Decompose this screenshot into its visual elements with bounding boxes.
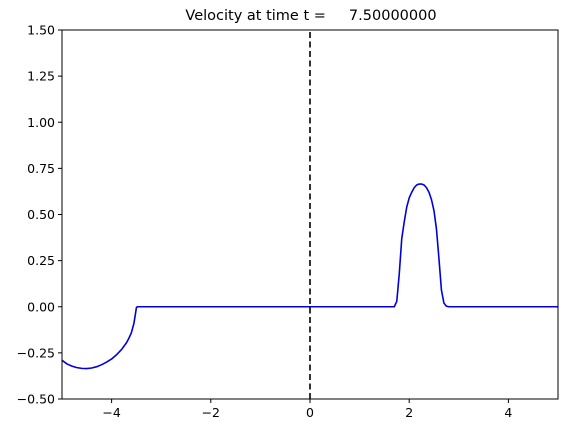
velocity-series-line [62, 183, 558, 370]
y-tick-label: 0.50 [27, 207, 55, 222]
plot-frame [61, 29, 559, 400]
chart-title: Velocity at time t = 7.50000000 [185, 8, 436, 24]
x-axis: −4 −2 0 2 4 [102, 399, 512, 420]
y-tick-label: −0.25 [17, 345, 55, 360]
x-tick-label: 4 [504, 405, 512, 420]
y-tick-label: 0.75 [27, 161, 55, 176]
x-tick-label: 0 [306, 405, 314, 420]
x-tick-label: 2 [405, 405, 413, 420]
y-tick-label: 0.00 [27, 299, 55, 314]
x-tick-label: −4 [102, 405, 120, 420]
y-tick-label: 1.50 [27, 23, 55, 38]
y-tick-label: 1.25 [27, 69, 55, 84]
y-axis: −0.50 −0.25 0.00 0.25 0.50 0.75 1.00 1.25 1.50 [17, 23, 62, 407]
y-tick-label: −0.50 [17, 392, 55, 407]
y-tick-label: 0.25 [27, 253, 55, 268]
plot-area [62, 30, 558, 399]
x-tick-label: −2 [202, 405, 220, 420]
y-tick-label: 1.00 [27, 115, 55, 130]
